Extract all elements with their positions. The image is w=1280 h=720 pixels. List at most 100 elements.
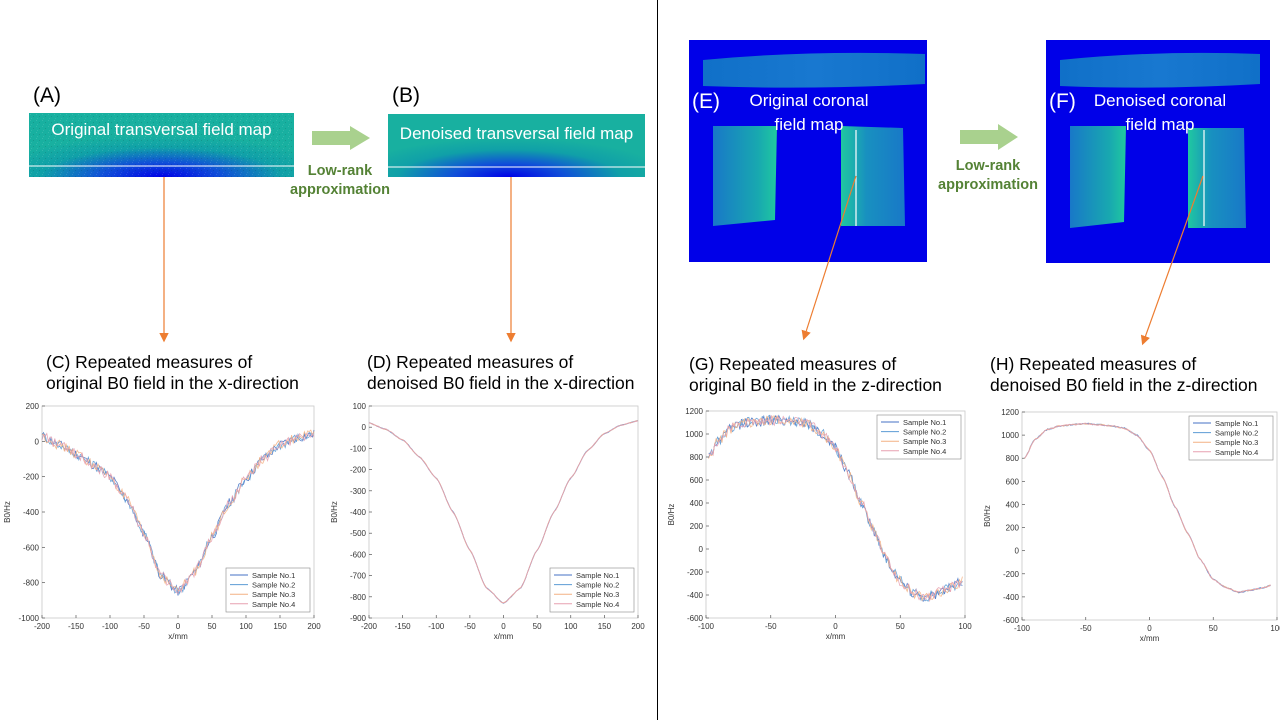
legend-entry: Sample No.1 [903, 418, 946, 427]
y-tick-label: -200 [350, 466, 367, 475]
x-tick-label: -100 [428, 622, 445, 631]
caption-d-line1: Repeated measures of [396, 352, 574, 372]
caption-h: (H) Repeated measures of denoised B0 fie… [990, 354, 1258, 396]
y-tick-label: -700 [350, 572, 367, 581]
low-rank-line2: approximation [290, 182, 390, 198]
panel-divider [657, 0, 658, 720]
y-tick-label: 600 [690, 476, 704, 485]
caption-c: (C) Repeated measures of original B0 fie… [46, 352, 299, 394]
y-tick-label: -400 [350, 508, 367, 517]
y-tick-label: 0 [699, 545, 704, 554]
x-tick-label: -100 [698, 622, 715, 631]
x-tick-label: 50 [896, 622, 905, 631]
legend-entry: Sample No.4 [576, 600, 619, 609]
y-tick-label: 800 [1006, 454, 1020, 463]
x-axis-label: x/mm [168, 632, 188, 641]
series-line-4 [708, 415, 963, 603]
caption-g-line1: Repeated measures of [719, 354, 897, 374]
low-rank-label-left: Low-rank approximation [272, 162, 408, 200]
panel-letter-b: (B) [392, 84, 420, 107]
y-tick-label: 200 [1006, 524, 1020, 533]
x-tick-label: -100 [1014, 624, 1031, 633]
map-title-a: Original transversal field map [51, 120, 272, 139]
series-line-3 [41, 429, 315, 592]
transversal-map-denoised: Denoised transversal field map [388, 114, 645, 177]
y-tick-label: -500 [350, 529, 367, 538]
caption-d-line2: denoised B0 field in the x-direction [367, 373, 635, 393]
legend-entry: Sample No.3 [903, 437, 946, 446]
panel-letter-f: (F) [1049, 90, 1076, 113]
y-tick-label: -300 [350, 487, 367, 496]
caption-g-letter: (G) [689, 354, 715, 374]
x-tick-label: 0 [1147, 624, 1152, 633]
caption-d: (D) Repeated measures of denoised B0 fie… [367, 352, 635, 394]
transversal-map-original: Original transversal field map [29, 113, 294, 177]
map-title-e-line2: field map [774, 115, 844, 134]
y-tick-label: 200 [690, 522, 704, 531]
x-tick-label: 200 [307, 622, 321, 631]
legend-entry: Sample No.2 [252, 581, 295, 590]
y-tick-label: 0 [35, 437, 40, 446]
legend-entry: Sample No.3 [576, 590, 619, 599]
y-tick-label: -600 [687, 614, 704, 623]
x-tick-label: 50 [1209, 624, 1218, 633]
y-tick-label: 800 [690, 453, 704, 462]
y-tick-label: 0 [362, 423, 367, 432]
x-tick-label: 0 [176, 622, 181, 631]
caption-d-letter: (D) [367, 352, 392, 372]
x-tick-label: -200 [34, 622, 51, 631]
arrow-to-chart-h [1140, 175, 1204, 346]
caption-h-line2: denoised B0 field in the z-direction [990, 375, 1258, 395]
x-tick-label: 150 [598, 622, 612, 631]
y-tick-label: 600 [1006, 477, 1020, 486]
y-tick-label: -600 [23, 543, 40, 552]
chart-g: -100 -50 0 50 100 -600 -400 -200 0 200 400 600 800 10… [667, 407, 972, 641]
y-tick-label: -600 [350, 550, 367, 559]
legend-entry: Sample No.4 [252, 600, 295, 609]
x-tick-label: 50 [208, 622, 217, 631]
low-rank-line2: approximation [938, 177, 1038, 193]
legend-entry: Sample No.3 [252, 590, 295, 599]
caption-h-line1: Repeated measures of [1019, 354, 1197, 374]
x-tick-label: 50 [533, 622, 542, 631]
map-title-b: Denoised transversal field map [399, 124, 634, 143]
x-tick-label: -200 [361, 622, 378, 631]
y-tick-label: -200 [687, 568, 704, 577]
x-axis-label: x/mm [1140, 634, 1160, 643]
y-axis-label: B0/Hz [3, 501, 12, 523]
series-line-4 [1024, 422, 1271, 593]
coronal-map-original-image [703, 52, 925, 226]
legend-entry: Sample No.1 [252, 571, 295, 580]
caption-c-line1: Repeated measures of [75, 352, 253, 372]
caption-c-letter: (C) [46, 352, 71, 372]
legend-entry: Sample No.3 [1215, 438, 1258, 447]
y-axis-label: B0/Hz [983, 505, 992, 527]
x-tick-label: -50 [464, 622, 476, 631]
y-tick-label: -800 [23, 579, 40, 588]
legend-entry: Sample No.4 [903, 447, 946, 456]
caption-g: (G) Repeated measures of original B0 fie… [689, 354, 942, 396]
map-title-f-line1: Denoised coronal [1093, 91, 1227, 110]
map-title-f-line2: field map [1125, 115, 1195, 134]
caption-c-line2: original B0 field in the x-direction [46, 373, 299, 393]
x-tick-label: 0 [501, 622, 506, 631]
legend-entry: Sample No.1 [1215, 419, 1258, 428]
x-tick-label: 200 [631, 622, 645, 631]
transversal-map-denoised-image [388, 114, 645, 177]
legend-entry: Sample No.2 [576, 581, 619, 590]
legend-entry: Sample No.4 [1215, 448, 1258, 457]
coronal-map-original: Original coronal field map [689, 40, 927, 262]
map-title-e-line1: Original coronal [749, 91, 869, 110]
y-axis-label: B0/Hz [667, 504, 676, 526]
x-tick-label: 100 [1270, 624, 1280, 633]
caption-g-line2: original B0 field in the z-direction [689, 375, 942, 395]
chart-d: -200 -150 -100 -50 0 50 100 150 200-900-800-700-… [330, 402, 645, 641]
chart-h: -100 -50 0 50 100 -600 -400 -200 0 200 400 600 800 10… [983, 408, 1280, 643]
arrow-right-icon [312, 126, 370, 150]
y-tick-label: -900 [350, 614, 367, 623]
y-tick-label: -1000 [19, 614, 40, 623]
caption-h-letter: (H) [990, 354, 1015, 374]
low-rank-label-right: Low-rank approximation [920, 157, 1056, 195]
y-tick-label: 200 [26, 402, 40, 411]
map-title-e: Original coronal field map [729, 89, 889, 137]
